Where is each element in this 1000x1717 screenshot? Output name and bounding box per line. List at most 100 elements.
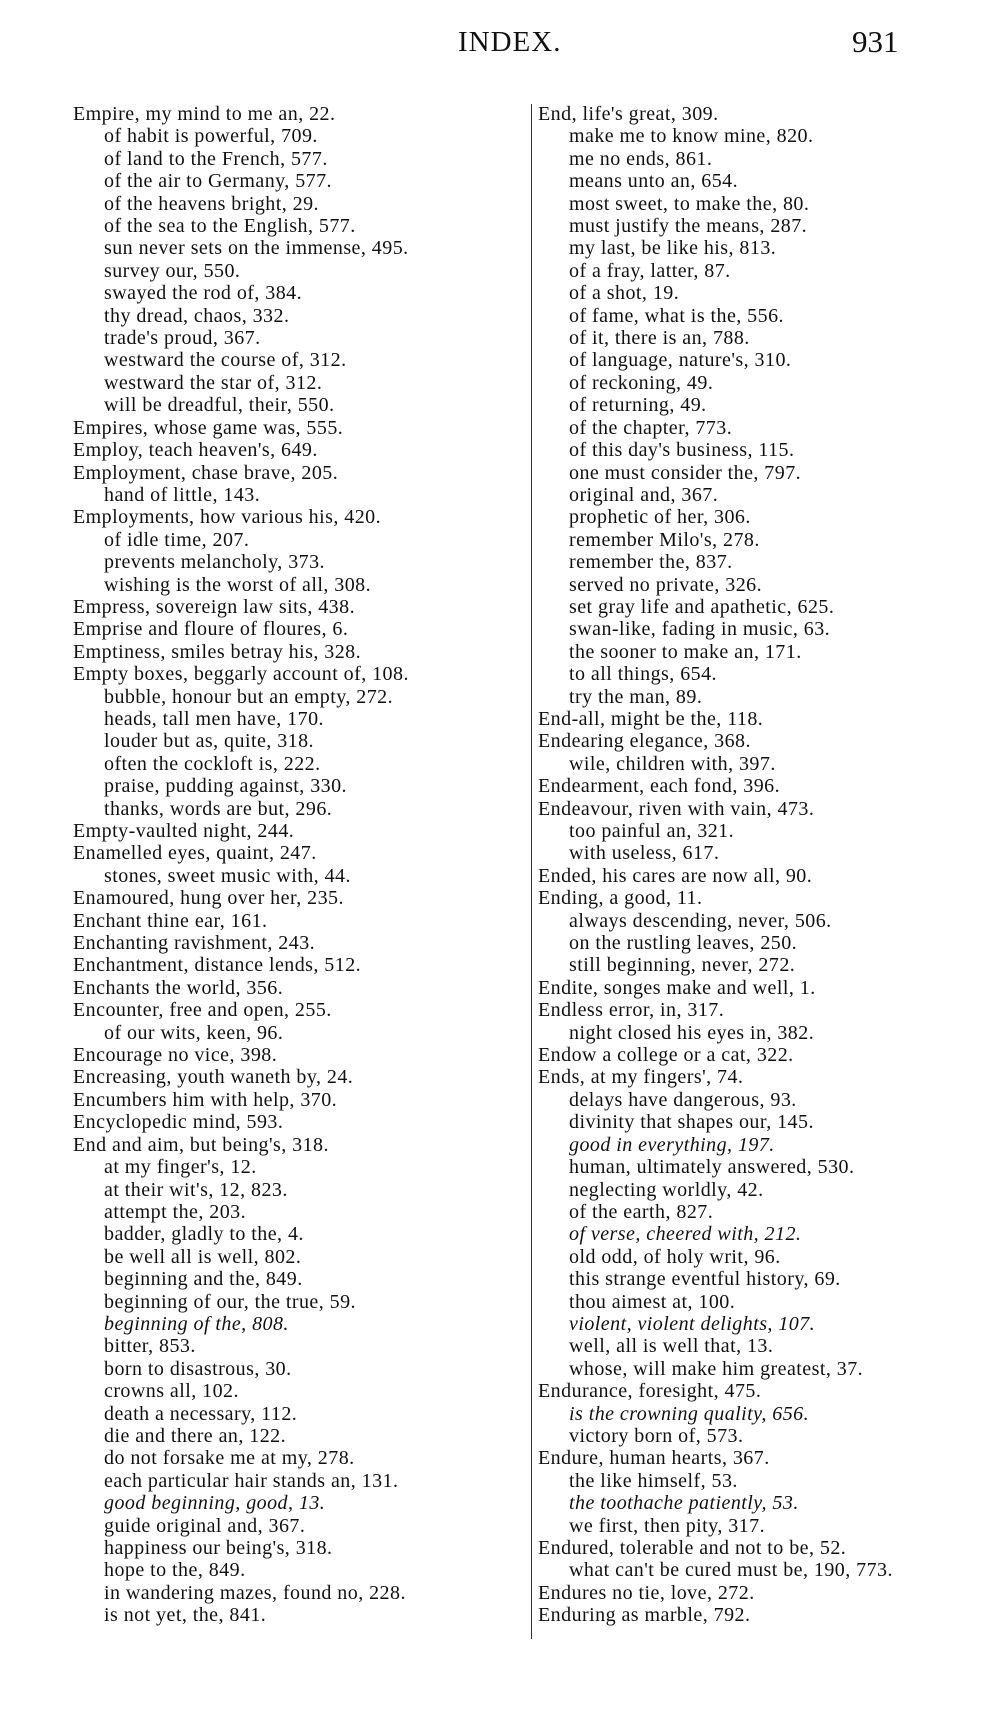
index-subentry: my last, be like his, 813. bbox=[569, 237, 777, 260]
index-subentry: die and there an, 122. bbox=[104, 1424, 287, 1447]
index-subentry: set gray life and apathetic, 625. bbox=[569, 595, 835, 618]
index-subentry: of a fray, latter, 87. bbox=[569, 259, 731, 282]
index-subentry: each particular hair stands an, 131. bbox=[104, 1469, 399, 1492]
index-subentry: original and, 367. bbox=[569, 483, 719, 506]
index-entry: Enduring as marble, 792. bbox=[538, 1604, 751, 1627]
index-entry: Endearing elegance, 368. bbox=[538, 730, 751, 753]
index-subentry: served no private, 326. bbox=[569, 573, 763, 596]
index-subentry: hope to the, 849. bbox=[104, 1559, 246, 1582]
index-entry: Empires, whose game was, 555. bbox=[73, 416, 344, 439]
index-entry: Empire, my mind to me an, 22. bbox=[73, 103, 336, 125]
index-entry: Emprise and floure of floures, 6. bbox=[73, 618, 349, 641]
index-subentry: of the chapter, 773. bbox=[569, 416, 733, 439]
index-entry: Enamoured, hung over her, 235. bbox=[73, 887, 344, 910]
index-subentry: in wandering mazes, found no, 228. bbox=[104, 1581, 406, 1604]
index-subentry: beginning of our, the true, 59. bbox=[104, 1290, 356, 1313]
index-subentry: divinity that shapes our, 145. bbox=[569, 1111, 814, 1134]
index-entry: Endurance, foresight, 475. bbox=[538, 1380, 762, 1403]
index-subentry: attempt the, 203. bbox=[104, 1200, 247, 1223]
index-subentry: is not yet, the, 841. bbox=[104, 1604, 267, 1627]
index-subentry: good in everything, 197. bbox=[569, 1133, 775, 1156]
index-subentry: of our wits, keen, 96. bbox=[104, 1021, 284, 1044]
index-entry: Endure, human hearts, 367. bbox=[538, 1447, 770, 1470]
index-subentry: must justify the means, 287. bbox=[569, 215, 808, 238]
index-subentry: bubble, honour but an empty, 272. bbox=[104, 685, 394, 708]
index-subentry: happiness our being's, 318. bbox=[104, 1537, 333, 1559]
index-subentry: the toothache patiently, 53. bbox=[569, 1492, 799, 1515]
index-entry: Endite, songes make and well, 1. bbox=[538, 976, 816, 999]
index-entry: Employ, teach heaven's, 649. bbox=[73, 439, 318, 462]
index-subentry: at my finger's, 12. bbox=[104, 1156, 257, 1179]
index-subentry: on the rustling leaves, 250. bbox=[569, 932, 798, 955]
index-subentry: we first, then pity, 317. bbox=[569, 1514, 766, 1537]
index-subentry: often the cockloft is, 222. bbox=[104, 752, 321, 775]
index-subentry: of the earth, 827. bbox=[569, 1200, 714, 1223]
index-subentry: thy dread, chaos, 332. bbox=[104, 304, 290, 327]
index-entry: End-all, might be the, 118. bbox=[538, 707, 764, 730]
index-entry: Employment, chase brave, 205. bbox=[73, 461, 339, 484]
index-subentry: delays have dangerous, 93. bbox=[569, 1088, 797, 1111]
header-title: INDEX. bbox=[458, 26, 562, 58]
column-divider bbox=[531, 104, 532, 1639]
index-entry: Ends, at my fingers', 74. bbox=[538, 1066, 744, 1089]
index-subentry: neglecting worldly, 42. bbox=[569, 1178, 764, 1201]
index-subentry: prevents melancholy, 373. bbox=[104, 551, 326, 574]
index-entry: Empty-vaulted night, 244. bbox=[73, 820, 295, 842]
index-subentry: of idle time, 207. bbox=[104, 528, 250, 551]
index-entry: Endures no tie, love, 272. bbox=[538, 1581, 755, 1604]
index-subentry: swayed the rod of, 384. bbox=[104, 282, 303, 305]
index-entry: Endow a college or a cat, 322. bbox=[538, 1044, 794, 1067]
index-entry: Encounter, free and open, 255. bbox=[73, 999, 332, 1022]
index-subentry: of the heavens bright, 29. bbox=[104, 192, 319, 215]
index-entry: End and aim, but being's, 318. bbox=[73, 1133, 329, 1156]
index-subentry: most sweet, to make the, 80. bbox=[569, 192, 810, 215]
index-subentry: of language, nature's, 310. bbox=[569, 349, 792, 372]
index-entry: Employments, how various his, 420. bbox=[73, 506, 382, 529]
index-subentry: guide original and, 367. bbox=[104, 1514, 306, 1537]
index-entry: Enchant thine ear, 161. bbox=[73, 909, 268, 932]
index-subentry: heads, tall men have, 170. bbox=[104, 707, 324, 730]
index-subentry: westward the course of, 312. bbox=[104, 349, 347, 372]
index-subentry: born to disastrous, 30. bbox=[104, 1357, 292, 1380]
index-subentry: trade's proud, 367. bbox=[104, 327, 261, 350]
index-subentry: one must consider the, 797. bbox=[569, 461, 802, 484]
index-subentry: badder, gladly to the, 4. bbox=[104, 1223, 304, 1246]
index-subentry: of it, there is an, 788. bbox=[569, 327, 750, 350]
index-entry: Encourage no vice, 398. bbox=[73, 1044, 278, 1067]
page-number: 931 bbox=[852, 24, 899, 59]
index-subentry: of habit is powerful, 709. bbox=[104, 125, 318, 148]
index-subentry: old odd, of holy writ, 96. bbox=[569, 1245, 781, 1268]
index-subentry: be well all is well, 802. bbox=[104, 1245, 302, 1268]
index-entry: Endured, tolerable and not to be, 52. bbox=[538, 1537, 847, 1559]
index-entry: Encumbers him with help, 370. bbox=[73, 1088, 338, 1111]
index-subentry: praise, pudding against, 330. bbox=[104, 775, 348, 798]
index-subentry: prophetic of her, 306. bbox=[569, 506, 751, 529]
index-subentry: with useless, 617. bbox=[569, 842, 720, 865]
index-subentry: remember the, 837. bbox=[569, 551, 733, 574]
index-subentry: beginning and the, 849. bbox=[104, 1268, 303, 1291]
index-subentry: whose, will make him greatest, 37. bbox=[569, 1357, 864, 1380]
index-subentry: of the sea to the English, 577. bbox=[104, 215, 356, 238]
index-entry: Endless error, in, 317. bbox=[538, 999, 725, 1022]
index-subentry: violent, violent delights, 107. bbox=[569, 1312, 816, 1335]
index-subentry: of fame, what is the, 556. bbox=[569, 304, 784, 327]
index-subentry: of land to the French, 577. bbox=[104, 147, 328, 170]
index-subentry: make me to know mine, 820. bbox=[569, 125, 814, 148]
index-subentry: always descending, never, 506. bbox=[569, 909, 832, 932]
index-subentry: still beginning, never, 272. bbox=[569, 954, 796, 977]
index-entry: Ended, his cares are now all, 90. bbox=[538, 864, 813, 887]
index-subentry: wishing is the worst of all, 308. bbox=[104, 573, 372, 596]
index-subentry: thou aimest at, 100. bbox=[569, 1290, 736, 1313]
index-entry: Empty boxes, beggarly account of, 108. bbox=[73, 663, 409, 686]
index-subentry: of returning, 49. bbox=[569, 394, 707, 417]
index-entry: Encyclopedic mind, 593. bbox=[73, 1111, 284, 1134]
index-subentry: stones, sweet music with, 44. bbox=[104, 864, 351, 887]
index-entry: Enchants the world, 356. bbox=[73, 976, 284, 999]
index-subentry: wile, children with, 397. bbox=[569, 752, 776, 775]
index-subentry: to all things, 654. bbox=[569, 663, 717, 686]
index-subentry: louder but as, quite, 318. bbox=[104, 730, 315, 753]
index-subentry: of the air to Germany, 577. bbox=[104, 170, 333, 193]
index-column-left: Empire, my mind to me an, 22. of habit is… bbox=[73, 103, 409, 1627]
index-subentry: is the crowning quality, 656. bbox=[569, 1402, 810, 1425]
index-subentry: of this day's business, 115. bbox=[569, 439, 795, 462]
